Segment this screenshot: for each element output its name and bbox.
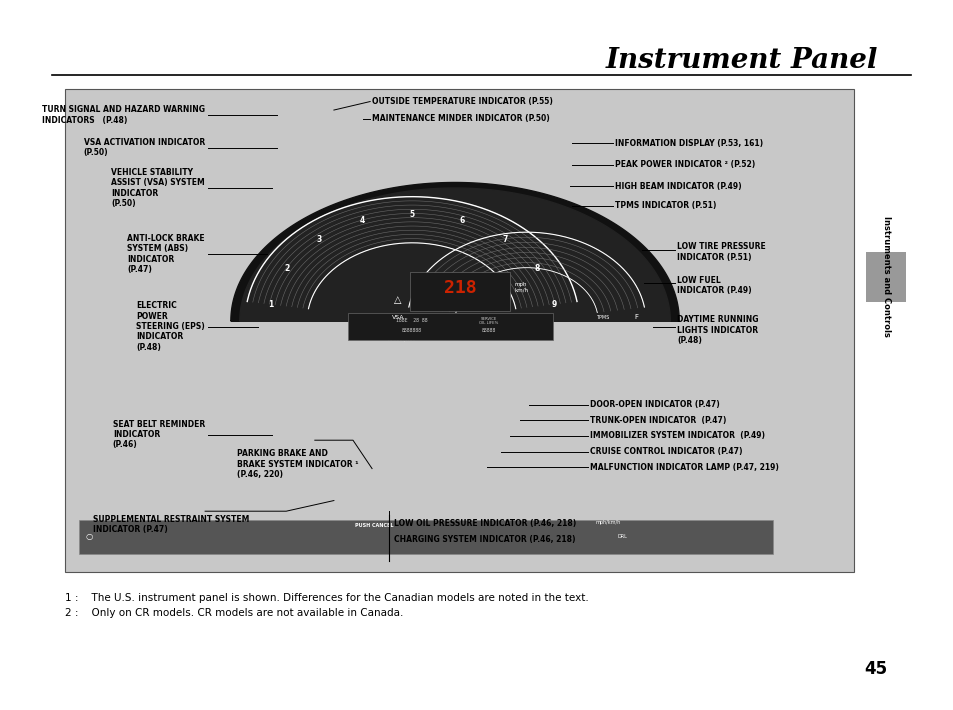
Text: 45: 45: [863, 660, 886, 678]
Bar: [347, 313, 553, 340]
Text: LOW OIL PRESSURE INDICATOR (P.46, 218): LOW OIL PRESSURE INDICATOR (P.46, 218): [394, 519, 576, 528]
Text: 5: 5: [409, 209, 415, 219]
Text: TPMS INDICATOR (P.51): TPMS INDICATOR (P.51): [615, 202, 716, 210]
Text: △: △: [394, 295, 401, 305]
Text: 2: 2: [284, 264, 289, 273]
Text: ○: ○: [85, 532, 92, 541]
Text: Instrument Panel: Instrument Panel: [604, 47, 877, 74]
Polygon shape: [239, 188, 670, 321]
Text: 6: 6: [458, 216, 464, 225]
Text: ANTI-LOCK BRAKE
SYSTEM (ABS)
INDICATOR
(P.47): ANTI-LOCK BRAKE SYSTEM (ABS) INDICATOR (…: [128, 234, 205, 274]
Text: MAINTENANCE MINDER INDICATOR (P.50): MAINTENANCE MINDER INDICATOR (P.50): [372, 114, 549, 123]
Bar: [79, 520, 773, 554]
Text: ELECTRIC
POWER
STEERING (EPS)
INDICATOR
(P.48): ELECTRIC POWER STEERING (EPS) INDICATOR …: [136, 301, 205, 352]
Text: mph
km/h: mph km/h: [514, 282, 528, 293]
Text: DRL: DRL: [617, 534, 626, 540]
Text: LOW FUEL
INDICATOR (P.49): LOW FUEL INDICATOR (P.49): [677, 275, 751, 295]
Text: VSA: VSA: [391, 315, 404, 320]
Text: OUTSIDE TEMPERATURE INDICATOR (P.55): OUTSIDE TEMPERATURE INDICATOR (P.55): [372, 97, 553, 106]
Text: 9: 9: [551, 300, 556, 309]
Text: TURN SIGNAL AND HAZARD WARNING
INDICATORS   (P.48): TURN SIGNAL AND HAZARD WARNING INDICATOR…: [42, 105, 205, 125]
Text: DAYTIME RUNNING
LIGHTS INDICATOR
(P.48): DAYTIME RUNNING LIGHTS INDICATOR (P.48): [677, 315, 758, 345]
Text: 1: 1: [268, 300, 273, 309]
Text: CHARGING SYSTEM INDICATOR (P.46, 218): CHARGING SYSTEM INDICATOR (P.46, 218): [394, 535, 575, 544]
Bar: [865, 252, 905, 302]
Text: Instruments and Controls: Instruments and Controls: [881, 217, 890, 337]
Text: F: F: [634, 315, 638, 320]
Text: HIGH BEAM INDICATOR (P.49): HIGH BEAM INDICATOR (P.49): [615, 182, 741, 190]
Text: 4: 4: [359, 216, 365, 225]
Bar: [65, 89, 853, 572]
Text: TPMS: TPMS: [596, 315, 609, 320]
Text: 188E  28 88: 188E 28 88: [395, 318, 428, 324]
Text: SEAT BELT REMINDER
INDICATOR
(P.46): SEAT BELT REMINDER INDICATOR (P.46): [112, 420, 205, 449]
Text: 8: 8: [534, 264, 539, 273]
Text: DOOR-OPEN INDICATOR (P.47): DOOR-OPEN INDICATOR (P.47): [589, 400, 719, 409]
Text: LOW TIRE PRESSURE
INDICATOR (P.51): LOW TIRE PRESSURE INDICATOR (P.51): [677, 242, 765, 262]
Text: VSA ACTIVATION INDICATOR
(P.50): VSA ACTIVATION INDICATOR (P.50): [84, 138, 205, 158]
Text: SERVICE
OIL LIFE%: SERVICE OIL LIFE%: [478, 317, 497, 325]
Text: 7: 7: [502, 235, 508, 244]
Text: 218: 218: [443, 278, 476, 297]
Text: CRUISE CONTROL INDICATOR (P.47): CRUISE CONTROL INDICATOR (P.47): [589, 447, 741, 456]
Text: SUPPLEMENTAL RESTRAINT SYSTEM
INDICATOR (P.47): SUPPLEMENTAL RESTRAINT SYSTEM INDICATOR …: [93, 515, 250, 534]
Text: PEAK POWER INDICATOR ² (P.52): PEAK POWER INDICATOR ² (P.52): [615, 160, 755, 169]
Text: 88888: 88888: [480, 327, 496, 333]
Text: 2 :    Only on CR models. CR models are not available in Canada.: 2 : Only on CR models. CR models are not…: [65, 608, 403, 618]
Text: 8888888: 8888888: [401, 327, 422, 333]
Text: 1 :    The U.S. instrument panel is shown. Differences for the Canadian models a: 1 : The U.S. instrument panel is shown. …: [65, 593, 588, 603]
Text: PUSH CANCEL: PUSH CANCEL: [355, 523, 393, 528]
Bar: [409, 271, 509, 310]
Text: INFORMATION DISPLAY (P.53, 161): INFORMATION DISPLAY (P.53, 161): [615, 139, 762, 148]
Text: 3: 3: [316, 235, 321, 244]
Text: PARKING BRAKE AND
BRAKE SYSTEM INDICATOR ¹
(P.46, 220): PARKING BRAKE AND BRAKE SYSTEM INDICATOR…: [236, 449, 357, 479]
Text: VEHICLE STABILITY
ASSIST (VSA) SYSTEM
INDICATOR
(P.50): VEHICLE STABILITY ASSIST (VSA) SYSTEM IN…: [112, 168, 205, 208]
Text: TRUNK-OPEN INDICATOR  (P.47): TRUNK-OPEN INDICATOR (P.47): [589, 416, 725, 425]
Text: x1000r/min: x1000r/min: [388, 336, 416, 342]
Text: mph/km/h: mph/km/h: [595, 520, 619, 525]
Text: IMMOBILIZER SYSTEM INDICATOR  (P.49): IMMOBILIZER SYSTEM INDICATOR (P.49): [589, 432, 763, 440]
Polygon shape: [231, 182, 679, 321]
Text: MALFUNCTION INDICATOR LAMP (P.47, 219): MALFUNCTION INDICATOR LAMP (P.47, 219): [589, 463, 778, 471]
